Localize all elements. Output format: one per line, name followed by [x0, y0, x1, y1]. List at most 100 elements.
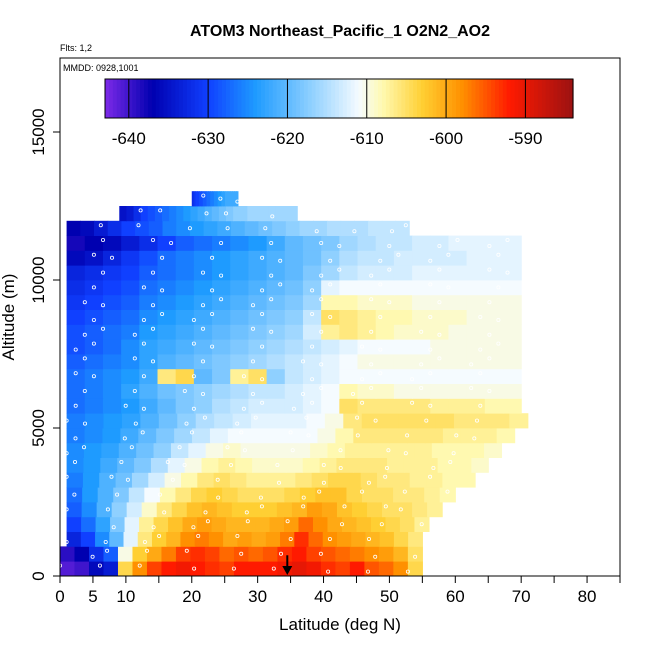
heat-cell	[121, 309, 140, 325]
sample-point	[151, 525, 156, 530]
sample-point	[360, 377, 365, 382]
heat-cell	[157, 354, 177, 370]
sample-point	[306, 433, 311, 438]
sample-point	[242, 448, 247, 453]
sample-point	[158, 208, 163, 213]
sample-point	[101, 270, 106, 275]
heat-cell	[284, 324, 304, 340]
heat-cell	[235, 457, 253, 473]
heat-cell	[195, 413, 215, 429]
heat-cell	[344, 472, 362, 488]
heat-cell	[248, 235, 268, 251]
sample-point	[150, 303, 155, 308]
heat-cell	[96, 502, 113, 518]
sample-point	[419, 362, 424, 367]
heat-cell	[407, 561, 423, 577]
sample-point	[469, 385, 474, 390]
sample-point	[487, 267, 492, 272]
sample-point	[157, 492, 162, 497]
heat-cell	[437, 457, 456, 473]
colorbar-segment	[397, 79, 402, 118]
heat-cell	[222, 487, 239, 503]
sample-point	[319, 329, 324, 334]
colorbar-segment	[300, 79, 305, 118]
heat-cell	[302, 457, 321, 473]
heat-cell	[339, 324, 359, 340]
heat-cell	[306, 546, 322, 562]
sample-point	[396, 252, 401, 257]
heat-cell	[247, 206, 256, 222]
colorbar-tick-label: -620	[270, 129, 304, 148]
heat-cell	[84, 280, 104, 296]
heat-cell	[111, 502, 128, 518]
heat-cell	[466, 235, 486, 251]
heat-cell	[284, 398, 304, 414]
heat-cell	[66, 339, 86, 355]
heat-cell	[320, 546, 336, 562]
sample-point	[210, 255, 215, 260]
y-tick-label: 15000	[29, 108, 48, 155]
heat-cell	[393, 294, 413, 310]
colorbar-tick-label: -610	[350, 129, 384, 148]
sample-point	[91, 317, 96, 322]
sample-point	[177, 445, 182, 450]
sample-point	[369, 385, 374, 390]
sample-point	[250, 326, 255, 331]
x-tick-label: 10	[116, 587, 135, 606]
heat-cell	[299, 220, 314, 236]
sample-point	[398, 507, 403, 512]
colorbar-segment	[116, 79, 122, 118]
sample-point	[478, 403, 483, 408]
heat-cell	[277, 546, 293, 562]
sample-point	[300, 391, 305, 396]
heat-cell	[66, 457, 85, 473]
heat-cell	[215, 191, 219, 207]
heat-cell	[175, 546, 192, 562]
sample-point	[355, 415, 360, 420]
heat-cell	[212, 280, 231, 296]
sample-point	[189, 430, 194, 435]
heat-cell	[139, 398, 159, 414]
heat-cell	[393, 339, 413, 355]
heat-cell	[357, 383, 377, 399]
colorbar-segment	[319, 79, 324, 118]
heat-cell	[157, 398, 177, 414]
heat-cell	[448, 294, 468, 310]
colorbar-segment	[526, 79, 531, 118]
heat-cell	[193, 294, 213, 310]
heat-cell	[430, 354, 450, 370]
heat-cell	[442, 428, 462, 444]
sample-point	[244, 510, 249, 515]
sample-point	[337, 243, 342, 248]
heat-cell	[458, 472, 476, 488]
heat-cell	[194, 531, 210, 547]
heat-cell	[370, 516, 387, 532]
heat-cell	[385, 516, 401, 532]
heat-cell	[82, 487, 99, 503]
heat-cell	[121, 235, 140, 251]
heat-cell	[302, 294, 322, 310]
colorbar-segment	[518, 79, 523, 118]
heat-cell	[484, 354, 504, 370]
heat-cell	[203, 220, 218, 236]
heat-cell	[193, 324, 213, 340]
heat-cell	[375, 265, 395, 281]
heat-cell	[370, 457, 388, 473]
heat-cell	[157, 294, 177, 310]
heat-cell	[94, 220, 109, 236]
sample-point	[290, 448, 295, 453]
heat-cell	[230, 368, 250, 384]
heat-cell	[175, 354, 195, 370]
heat-cell	[180, 472, 198, 488]
heat-cell	[219, 191, 222, 207]
heat-cell	[193, 354, 213, 370]
heat-cell	[412, 294, 431, 310]
heat-cell	[302, 265, 322, 281]
colorbar-segment	[358, 79, 363, 118]
sample-point	[428, 282, 433, 287]
heat-cell	[82, 472, 100, 488]
sample-point	[216, 495, 221, 500]
sample-point	[487, 332, 492, 337]
sample-point	[191, 317, 196, 322]
heat-cell	[484, 368, 504, 384]
